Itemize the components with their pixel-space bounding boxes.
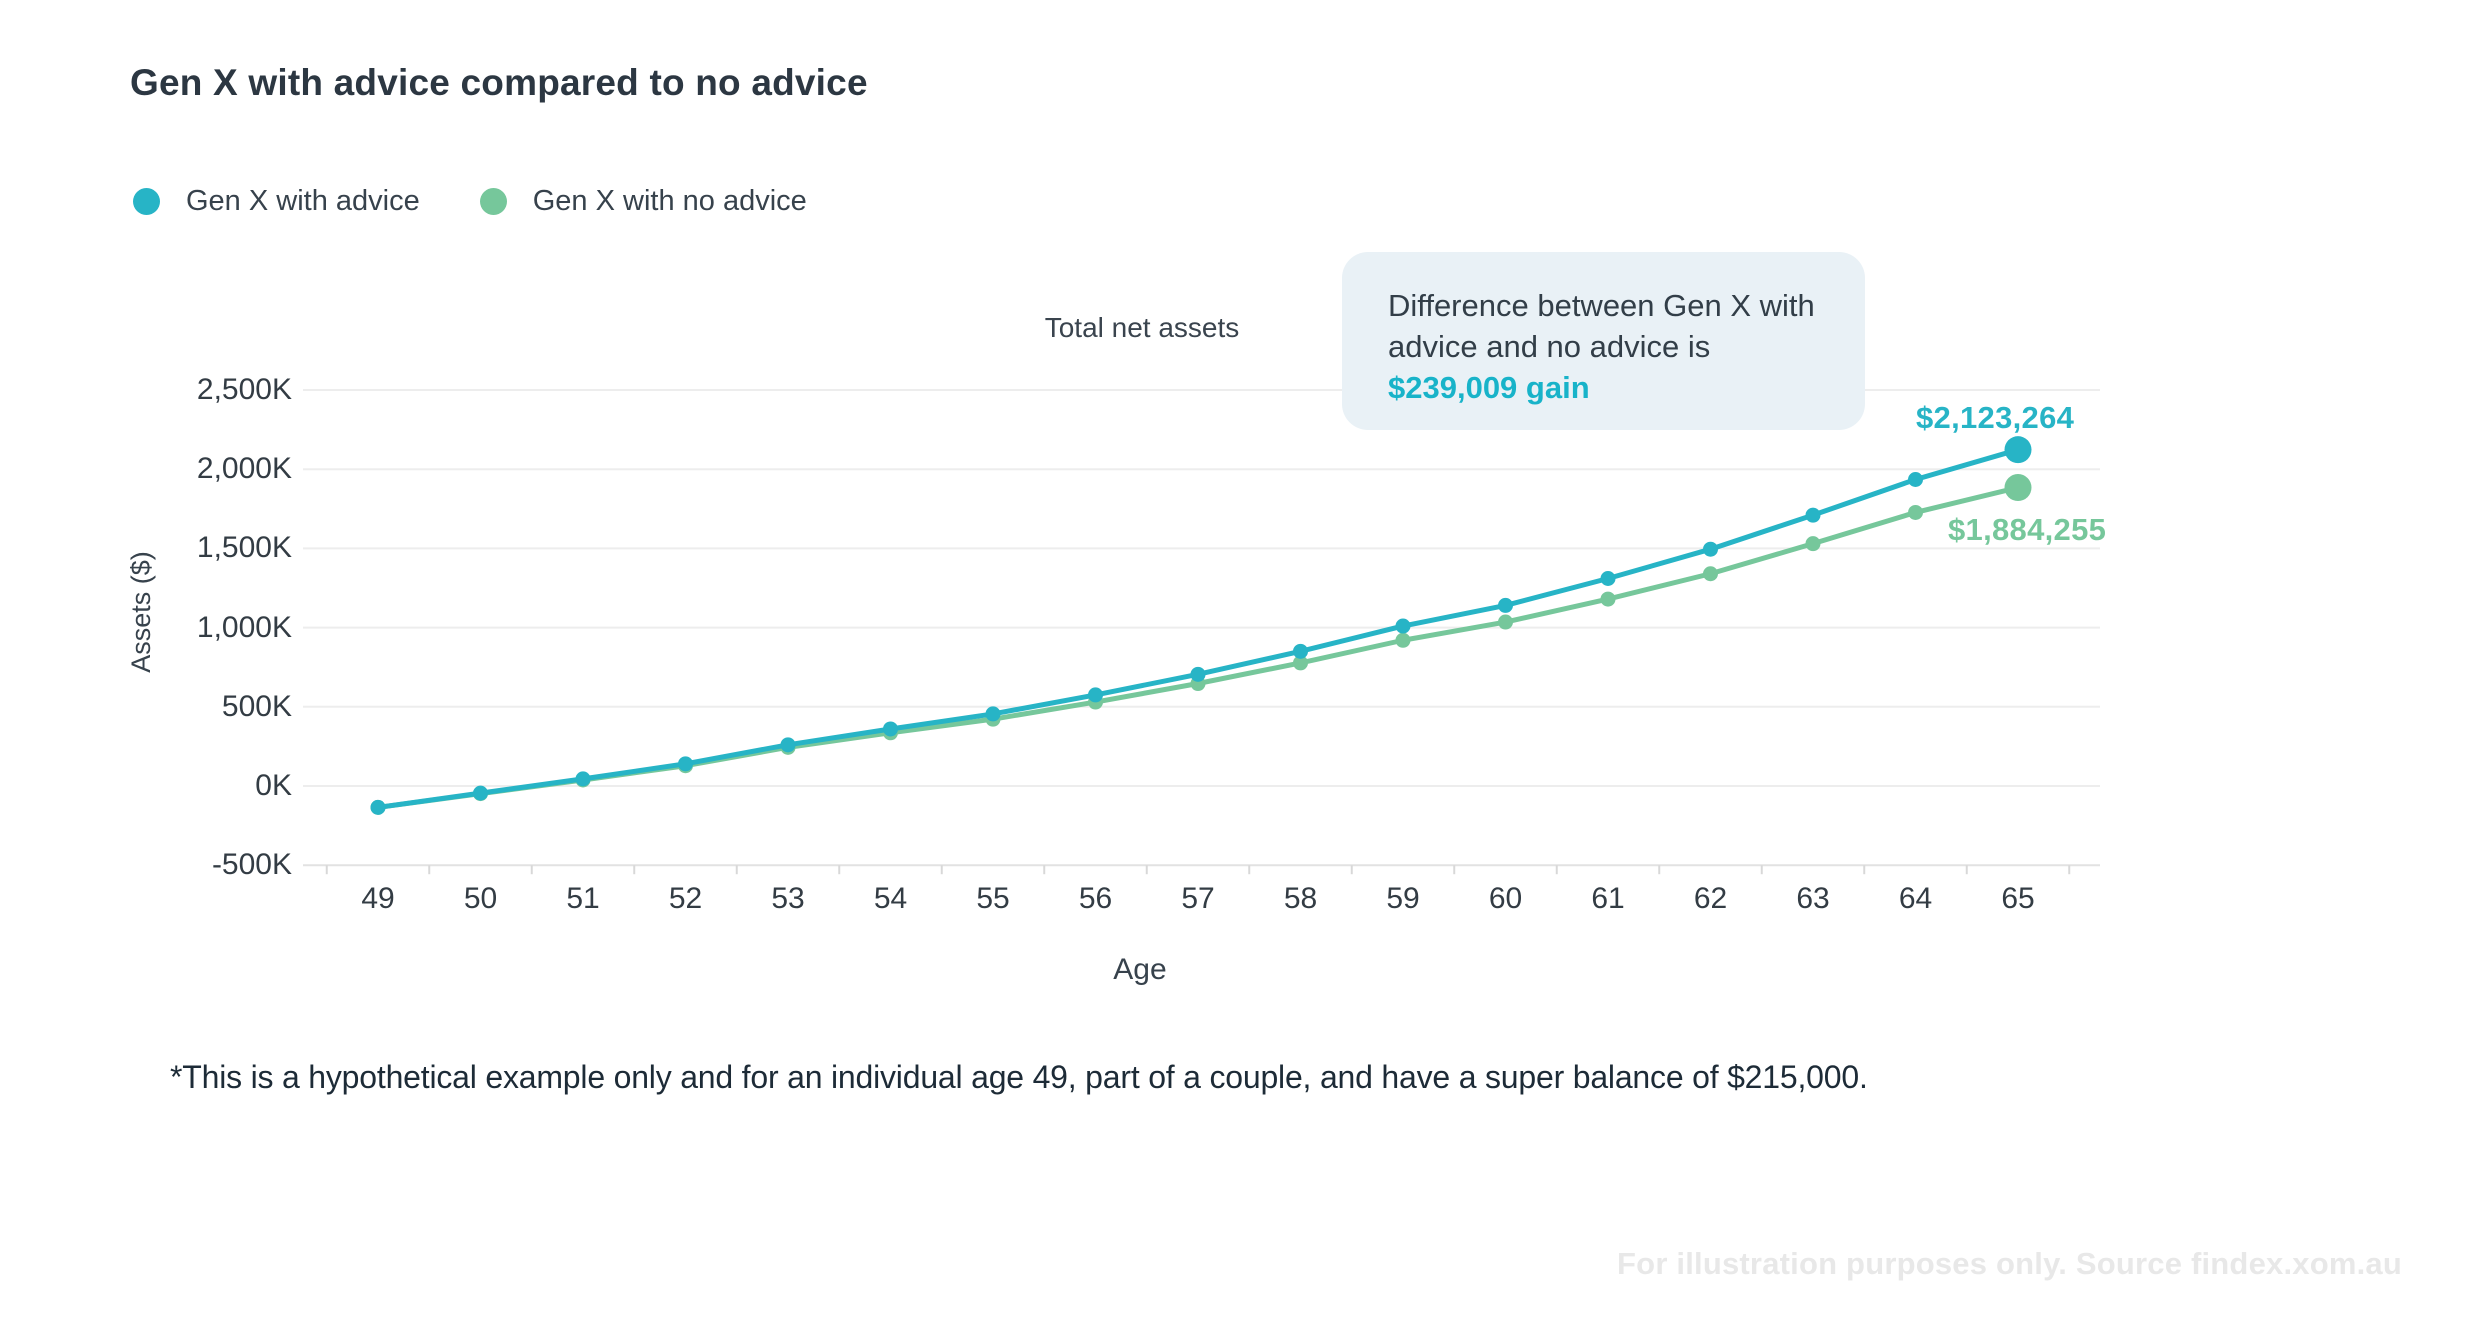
x-tick-label: 58 <box>1283 882 1318 915</box>
x-tick-label: 61 <box>1591 882 1625 915</box>
x-tick-label: 50 <box>463 882 498 915</box>
y-tick-label: 2,000K <box>196 452 292 486</box>
data-point-no-advice <box>1395 632 1411 648</box>
watermark: For illustration purposes only. Source f… <box>1617 1246 2402 1281</box>
x-tick-label: 59 <box>1386 882 1420 915</box>
x-tick-label: 53 <box>771 882 805 915</box>
data-point-with-advice <box>370 799 386 815</box>
series-line-no-advice <box>375 485 2021 810</box>
data-point-with-advice <box>1088 687 1103 703</box>
annotation-highlight-value: $239,009 gain <box>1388 370 1590 405</box>
annotation-text: Difference between Gen X with advice and… <box>1388 288 1815 364</box>
y-tick-label: 2,500K <box>196 373 292 406</box>
x-tick-label: 51 <box>566 882 600 915</box>
data-point-no-advice <box>1293 655 1308 671</box>
end-point-with-advice <box>2004 436 2032 464</box>
data-point-with-advice <box>985 706 1001 722</box>
x-axis-title: Age <box>1113 953 1167 986</box>
x-tick-label: 52 <box>668 882 703 915</box>
legend-dot-with-advice-icon <box>133 188 160 215</box>
legend-item-with-advice: Gen X with advice <box>133 185 420 218</box>
data-point-with-advice <box>473 785 488 801</box>
end-point-no-advice <box>2004 474 2032 502</box>
x-tick-label: 54 <box>873 882 908 915</box>
data-point-no-advice <box>1600 591 1616 607</box>
footnote: *This is a hypothetical example only and… <box>170 1059 1868 1095</box>
data-point-with-advice <box>678 756 693 772</box>
data-point-no-advice <box>1805 536 1821 552</box>
data-point-with-advice <box>1190 666 1206 682</box>
y-tick-label: 0K <box>255 769 292 802</box>
data-point-with-advice <box>883 721 898 737</box>
x-tick-label: 60 <box>1488 882 1523 915</box>
y-tick-label: 1,000K <box>196 610 292 644</box>
x-tick-label: 55 <box>976 882 1010 915</box>
x-tick-label: 57 <box>1181 882 1215 915</box>
legend-label-no-advice: Gen X with no advice <box>532 185 807 217</box>
data-point-no-advice <box>1908 504 1923 520</box>
y-tick-label: -500K <box>211 848 292 882</box>
x-tick-label: 64 <box>1898 882 1933 915</box>
end-value-label-with-advice: $2,123,264 <box>1916 400 2075 435</box>
x-tick-label: 49 <box>361 882 395 915</box>
legend-item-no-advice: Gen X with no advice <box>479 185 807 218</box>
data-point-with-advice <box>1395 618 1411 634</box>
chart-legend: Gen X with advice Gen X with no advice <box>133 185 807 218</box>
difference-annotation: Difference between Gen X with advice and… <box>1342 252 1865 430</box>
x-tick-label: 62 <box>1693 882 1728 915</box>
chart-title: Total net assets <box>1044 312 1240 343</box>
legend-label-with-advice: Gen X with advice <box>186 185 420 217</box>
page-title: Gen X with advice compared to no advice <box>130 62 868 103</box>
data-point-no-advice <box>1703 566 1718 582</box>
data-point-with-advice <box>780 737 796 753</box>
x-tick-label: 63 <box>1796 882 1830 915</box>
y-tick-label: 500K <box>221 689 292 723</box>
legend-dot-no-advice-icon <box>479 188 507 215</box>
data-point-with-advice <box>1498 597 1513 613</box>
data-point-with-advice <box>1703 541 1718 557</box>
end-value-label-no-advice: $1,884,255 <box>1948 512 2107 547</box>
x-tick-label: 65 <box>2001 882 2035 915</box>
y-axis-title: Assets ($) <box>126 551 156 673</box>
data-point-with-advice <box>1600 570 1616 586</box>
y-tick-label: 1,500K <box>196 531 292 565</box>
data-point-with-advice <box>575 771 591 787</box>
data-point-no-advice <box>1498 614 1513 630</box>
data-point-with-advice <box>1805 507 1821 523</box>
data-point-with-advice <box>1293 643 1308 659</box>
data-point-with-advice <box>1908 471 1923 487</box>
x-tick-label: 56 <box>1078 882 1113 915</box>
